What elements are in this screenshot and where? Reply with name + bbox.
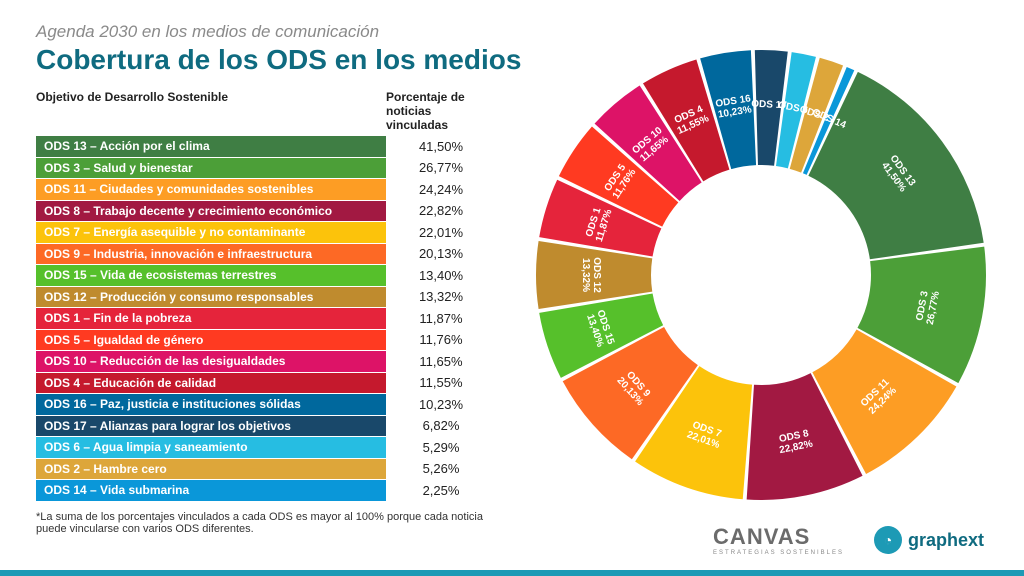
donut-chart: ODS 1341,50%ODS 326,77%ODS 1124,24%ODS 8…: [526, 40, 996, 510]
table-row: ODS 14 – Vida submarina2,25%: [36, 480, 496, 501]
table-row-label: ODS 6 – Agua limpia y saneamiento: [36, 437, 386, 458]
table-row-label: ODS 12 – Producción y consumo responsabl…: [36, 287, 386, 308]
table-row-label: ODS 11 – Ciudades y comunidades sostenib…: [36, 179, 386, 200]
table-row-pct: 10,23%: [386, 397, 496, 412]
table-row: ODS 17 – Alianzas para lograr los objeti…: [36, 416, 496, 437]
canvas-logo-text: CANVAS: [713, 524, 810, 549]
table-row-pct: 2,25%: [386, 483, 496, 498]
table-row-pct: 5,26%: [386, 461, 496, 476]
table-row-label: ODS 1 – Fin de la pobreza: [36, 308, 386, 329]
table-header-pct: Porcentaje de noticias vinculadas: [386, 90, 496, 132]
footer-accent-bar: [0, 570, 1024, 576]
canvas-logo-sub: ESTRATEGIAS SOSTENIBLES: [713, 550, 844, 556]
table-row: ODS 3 – Salud y bienestar26,77%: [36, 158, 496, 179]
table-row-label: ODS 3 – Salud y bienestar: [36, 158, 386, 179]
table-row-label: ODS 5 – Igualdad de género: [36, 330, 386, 351]
table-row: ODS 1 – Fin de la pobreza11,87%: [36, 308, 496, 329]
table-row-pct: 6,82%: [386, 418, 496, 433]
table-row-pct: 26,77%: [386, 160, 496, 175]
ods-table: Objetivo de Desarrollo Sostenible Porcen…: [36, 90, 496, 535]
table-row: ODS 15 – Vida de ecosistemas terrestres1…: [36, 265, 496, 286]
table-row: ODS 4 – Educación de calidad11,55%: [36, 373, 496, 394]
table-header-ods: Objetivo de Desarrollo Sostenible: [36, 90, 386, 132]
table-row-pct: 11,76%: [386, 332, 496, 347]
table-row-pct: 20,13%: [386, 246, 496, 261]
table-row-label: ODS 13 – Acción por el clima: [36, 136, 386, 157]
table-row-pct: 11,55%: [386, 375, 496, 390]
table-row: ODS 6 – Agua limpia y saneamiento5,29%: [36, 437, 496, 458]
graphext-icon: ◔: [874, 526, 902, 554]
table-row-pct: 41,50%: [386, 139, 496, 154]
table-row-label: ODS 17 – Alianzas para lograr los objeti…: [36, 416, 386, 437]
table-row-pct: 13,32%: [386, 289, 496, 304]
table-row: ODS 13 – Acción por el clima41,50%: [36, 136, 496, 157]
table-row: ODS 12 – Producción y consumo responsabl…: [36, 287, 496, 308]
table-row-label: ODS 8 – Trabajo decente y crecimiento ec…: [36, 201, 386, 222]
table-row-label: ODS 14 – Vida submarina: [36, 480, 386, 501]
table-row-pct: 24,24%: [386, 182, 496, 197]
table-row: ODS 2 – Hambre cero5,26%: [36, 459, 496, 480]
canvas-logo: CANVAS ESTRATEGIAS SOSTENIBLES: [713, 524, 844, 556]
table-row: ODS 16 – Paz, justicia e instituciones s…: [36, 394, 496, 415]
table-row-pct: 11,87%: [386, 311, 496, 326]
table-row-label: ODS 15 – Vida de ecosistemas terrestres: [36, 265, 386, 286]
graphext-logo: ◔ graphext: [874, 526, 984, 554]
table-row: ODS 9 – Industria, innovación e infraest…: [36, 244, 496, 265]
table-row: ODS 11 – Ciudades y comunidades sostenib…: [36, 179, 496, 200]
table-row: ODS 5 – Igualdad de género11,76%: [36, 330, 496, 351]
table-row: ODS 7 – Energía asequible y no contamina…: [36, 222, 496, 243]
table-row-pct: 22,82%: [386, 203, 496, 218]
table-row-label: ODS 7 – Energía asequible y no contamina…: [36, 222, 386, 243]
page-subtitle: Agenda 2030 en los medios de comunicació…: [36, 22, 996, 42]
table-row: ODS 8 – Trabajo decente y crecimiento ec…: [36, 201, 496, 222]
graphext-logo-text: graphext: [908, 530, 984, 551]
footnote: *La suma de los porcentajes vinculados a…: [36, 511, 496, 535]
table-row-pct: 13,40%: [386, 268, 496, 283]
table-row-label: ODS 9 – Industria, innovación e infraest…: [36, 244, 386, 265]
table-row-pct: 22,01%: [386, 225, 496, 240]
table-row-pct: 5,29%: [386, 440, 496, 455]
table-row-label: ODS 10 – Reducción de las desigualdades: [36, 351, 386, 372]
donut-slice-label: ODS 1213,32%: [580, 257, 602, 293]
table-row-label: ODS 4 – Educación de calidad: [36, 373, 386, 394]
table-row: ODS 10 – Reducción de las desigualdades1…: [36, 351, 496, 372]
table-row-label: ODS 2 – Hambre cero: [36, 459, 386, 480]
table-row-pct: 11,65%: [386, 354, 496, 369]
table-row-label: ODS 16 – Paz, justicia e instituciones s…: [36, 394, 386, 415]
